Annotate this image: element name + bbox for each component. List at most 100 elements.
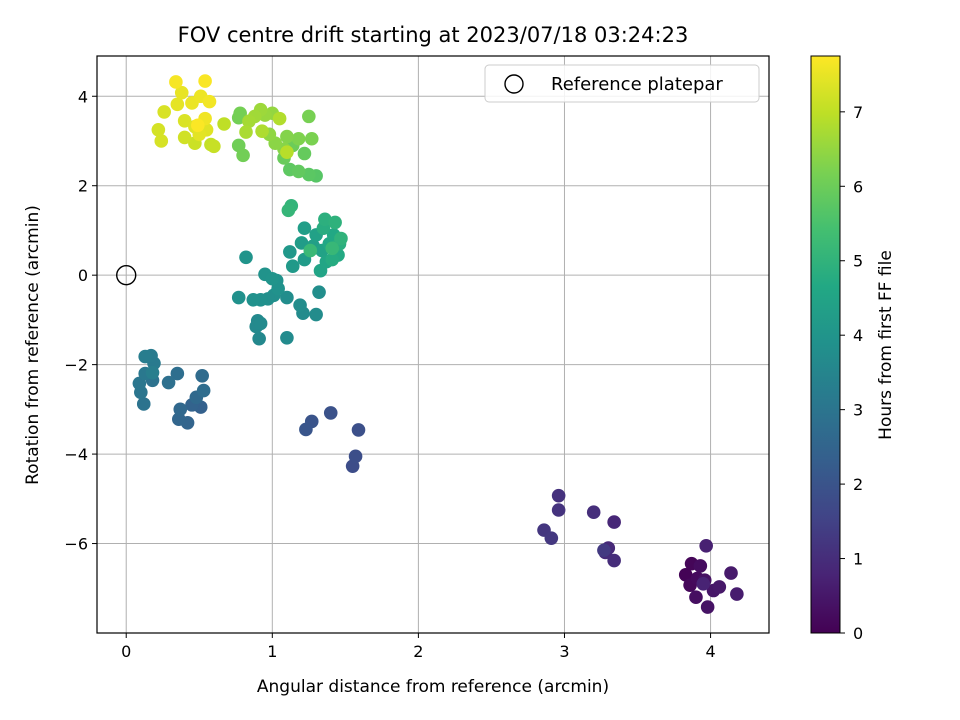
data-point bbox=[132, 376, 147, 391]
data-point bbox=[138, 349, 153, 364]
data-point bbox=[334, 231, 348, 246]
data-point bbox=[239, 125, 253, 139]
data-point bbox=[281, 203, 296, 218]
data-point bbox=[730, 587, 744, 601]
x-tick-label: 2 bbox=[413, 642, 423, 661]
y-tick-label: 4 bbox=[78, 87, 88, 106]
data-point bbox=[174, 85, 189, 100]
data-point bbox=[252, 331, 266, 346]
colorbar-tick-label: 0 bbox=[853, 624, 863, 643]
data-point bbox=[302, 167, 316, 182]
data-point bbox=[255, 124, 269, 138]
legend-reference-marker-icon bbox=[504, 74, 524, 94]
data-point bbox=[551, 488, 566, 503]
data-point bbox=[712, 580, 727, 594]
data-point bbox=[678, 568, 693, 582]
y-axis-label: Rotation from reference (arcmin) bbox=[23, 205, 43, 485]
data-point bbox=[196, 383, 211, 398]
colorbar-tick-label: 6 bbox=[853, 177, 863, 196]
colorbar: 0 1 2 3 4 5 6 7 Hours from first FF file bbox=[810, 55, 896, 643]
data-point bbox=[217, 117, 231, 131]
data-point bbox=[233, 106, 247, 121]
data-point bbox=[136, 397, 151, 411]
data-point bbox=[161, 375, 176, 390]
data-points bbox=[132, 74, 744, 614]
data-point bbox=[202, 94, 217, 109]
data-point bbox=[607, 515, 621, 529]
legend-entry-reference: Reference platepar bbox=[551, 74, 723, 95]
data-point bbox=[323, 406, 338, 420]
colorbar-ticks: 0 1 2 3 4 5 6 7 bbox=[840, 103, 863, 643]
x-tick-label: 4 bbox=[705, 642, 715, 661]
reference-marker bbox=[116, 264, 137, 286]
data-point bbox=[689, 590, 703, 605]
data-point bbox=[291, 131, 306, 146]
x-tick-label: 1 bbox=[267, 642, 277, 661]
y-tick-label: −2 bbox=[64, 356, 88, 375]
data-point bbox=[325, 252, 340, 267]
data-point bbox=[242, 114, 256, 129]
data-point bbox=[597, 543, 611, 558]
data-point bbox=[173, 402, 188, 417]
data-point bbox=[328, 215, 342, 230]
y-tick-label: 0 bbox=[78, 266, 88, 285]
data-point bbox=[265, 271, 280, 286]
colorbar-tick-label: 5 bbox=[853, 252, 863, 271]
colorbar-label: Hours from first FF file bbox=[876, 250, 896, 440]
legend-box bbox=[484, 64, 760, 103]
data-point bbox=[544, 531, 559, 545]
data-point bbox=[195, 369, 209, 383]
data-point bbox=[280, 330, 294, 345]
legend: Reference platepar bbox=[484, 64, 760, 103]
data-point bbox=[154, 134, 169, 148]
data-point bbox=[236, 148, 250, 163]
colorbar-tick-label: 4 bbox=[853, 326, 863, 345]
data-point bbox=[693, 559, 708, 573]
data-point bbox=[283, 245, 297, 259]
data-point bbox=[551, 503, 566, 517]
data-point bbox=[696, 576, 711, 591]
x-axis-label: Angular distance from reference (arcmin) bbox=[257, 677, 609, 697]
data-point bbox=[253, 316, 268, 331]
data-point bbox=[169, 75, 183, 89]
data-point bbox=[280, 290, 294, 305]
colorbar-tick-label: 7 bbox=[853, 103, 863, 122]
colorbar-tick-label: 3 bbox=[853, 401, 863, 420]
data-point bbox=[724, 566, 738, 580]
x-tick-label: 0 bbox=[121, 642, 131, 661]
data-point bbox=[246, 292, 261, 307]
y-tick-label: −4 bbox=[64, 445, 88, 464]
data-point bbox=[198, 74, 212, 88]
colorbar-gradient bbox=[810, 55, 841, 634]
data-point bbox=[312, 285, 326, 299]
data-point bbox=[177, 130, 192, 145]
data-point bbox=[318, 212, 332, 227]
data-point bbox=[586, 505, 601, 520]
data-point bbox=[325, 241, 340, 256]
colorbar-tick-label: 2 bbox=[853, 475, 863, 494]
data-point bbox=[170, 366, 185, 381]
y-tick-label: 2 bbox=[78, 177, 88, 196]
data-point bbox=[231, 290, 246, 305]
data-point bbox=[294, 236, 309, 250]
data-point bbox=[348, 449, 363, 464]
data-point bbox=[272, 111, 287, 126]
data-point bbox=[191, 118, 205, 133]
y-axis-ticks: −6 −4 −2 0 2 4 bbox=[64, 87, 97, 554]
plot-frame bbox=[96, 55, 770, 634]
data-point bbox=[304, 131, 319, 146]
data-point bbox=[293, 298, 307, 312]
chart-title: FOV centre drift starting at 2023/07/18 … bbox=[178, 23, 689, 47]
data-point bbox=[280, 129, 294, 144]
data-point bbox=[297, 221, 312, 236]
data-point bbox=[177, 114, 192, 128]
reference-marker-group bbox=[116, 264, 137, 286]
data-point bbox=[309, 307, 323, 322]
data-point bbox=[291, 164, 306, 179]
data-point bbox=[299, 422, 313, 437]
data-point bbox=[170, 97, 185, 112]
data-point bbox=[207, 139, 221, 154]
data-point bbox=[303, 243, 318, 258]
data-point bbox=[351, 423, 366, 437]
